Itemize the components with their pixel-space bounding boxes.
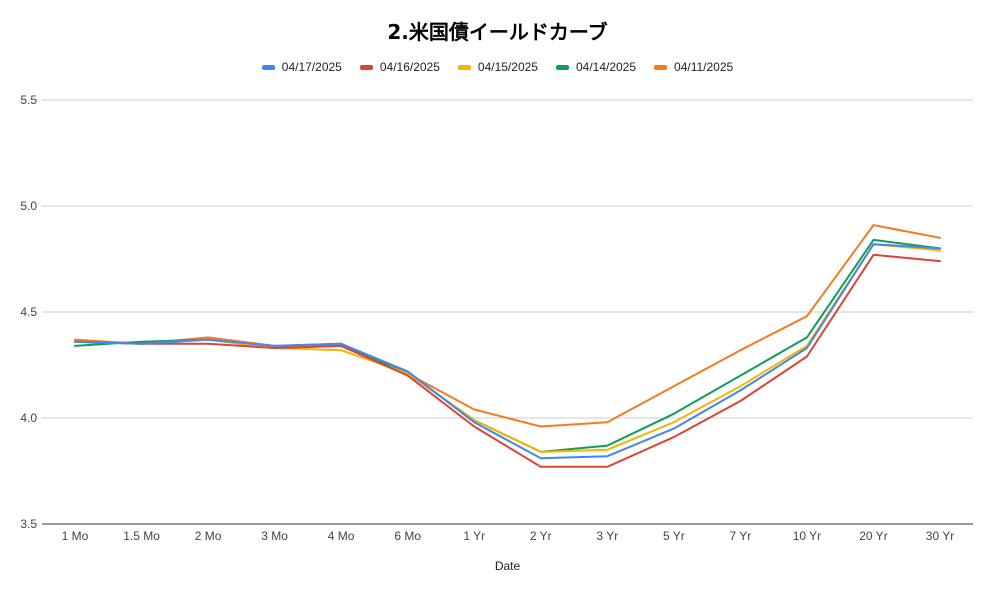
series-line (74, 238, 941, 453)
x-tick-label: 3 Mo (261, 529, 288, 543)
legend-swatch (654, 64, 668, 70)
x-tick-label: 2 Yr (530, 529, 552, 543)
x-tick-label: 3 Yr (596, 529, 618, 543)
legend: 04/17/2025 04/16/2025 04/15/2025 04/14/2025… (0, 60, 995, 74)
x-tick-label: 4 Mo (328, 529, 355, 543)
legend-label: 04/17/2025 (281, 60, 342, 74)
series-line (74, 243, 941, 460)
chart-title: 2.米国債イールドカーブ (387, 20, 608, 44)
y-tick-label: 5.5 (20, 93, 37, 107)
legend-swatch (359, 64, 373, 70)
legend-label: 04/14/2025 (575, 60, 637, 74)
legend-label: 04/11/2025 (674, 60, 734, 74)
y-tick-label: 4.5 (20, 305, 37, 319)
legend-label: 04/16/2025 (379, 60, 440, 74)
legend-item: 04/17/2025 (261, 60, 342, 74)
x-tick-label: 1 Mo (62, 529, 89, 543)
x-tick-label: 20 Yr (859, 529, 887, 543)
legend-item: 04/15/2025 (457, 60, 538, 74)
x-tick-label: 7 Yr (729, 529, 751, 543)
legend-item: 04/16/2025 (359, 60, 440, 74)
legend-label: 04/15/2025 (477, 60, 538, 74)
x-tick-label: 1 Yr (463, 529, 485, 543)
legend-swatch (457, 64, 471, 70)
legend-swatch (555, 64, 569, 70)
y-tick-label: 5.0 (20, 199, 37, 213)
legend-item: 04/11/2025 (654, 60, 733, 74)
x-axis-title: Date (495, 559, 521, 573)
x-tick-label: 2 Mo (195, 529, 222, 543)
x-tick-label: 30 Yr (926, 529, 954, 543)
x-tick-label: 10 Yr (793, 529, 821, 543)
legend-item: 04/14/2025 (555, 60, 637, 74)
x-tick-label: 5 Yr (663, 529, 685, 543)
legend-swatch (261, 64, 275, 70)
series-line (74, 253, 941, 468)
x-tick-label: 6 Mo (394, 529, 421, 543)
series-line (74, 224, 941, 428)
x-tick-label: 1.5 Mo (123, 529, 160, 543)
series-line (74, 243, 941, 453)
y-tick-label: 3.5 (20, 517, 37, 531)
y-tick-label: 4.0 (20, 411, 37, 425)
